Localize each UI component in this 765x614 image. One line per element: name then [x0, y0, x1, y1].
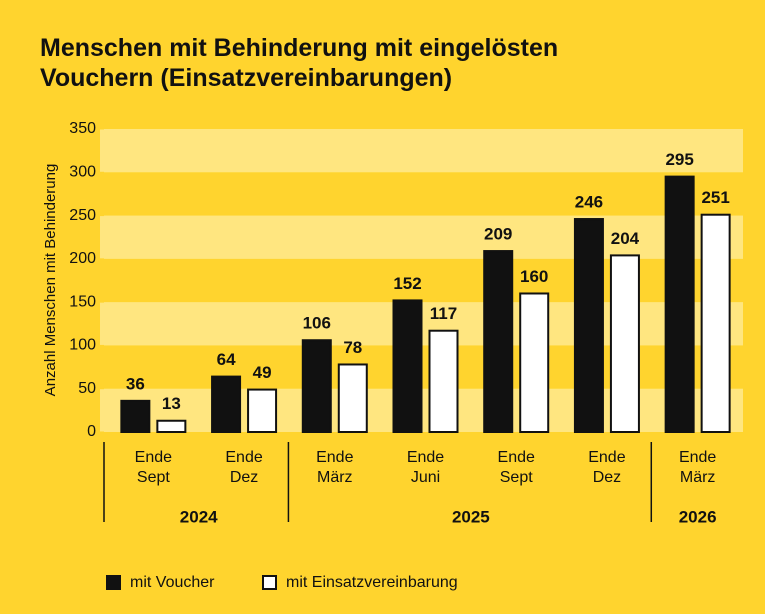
legend-label: mit Voucher	[130, 574, 215, 591]
legend-label: mit Einsatzvereinbarung	[286, 574, 458, 591]
y-tick-label: 100	[69, 337, 96, 354]
y-tick-label: 200	[69, 250, 96, 267]
data-label: 295	[665, 150, 693, 169]
data-label: 106	[303, 314, 331, 333]
x-tick-label: Ende Dez	[588, 449, 625, 486]
data-label: 49	[253, 363, 272, 382]
data-label: 246	[575, 193, 603, 212]
grid-band	[100, 215, 743, 259]
bar	[483, 250, 514, 433]
data-label: 78	[343, 338, 362, 357]
year-label: 2026	[679, 507, 717, 526]
y-tick-label: 250	[69, 207, 96, 224]
bar	[428, 329, 459, 433]
bar	[156, 419, 187, 434]
bar	[700, 213, 731, 433]
data-label: 13	[162, 394, 181, 413]
chart-title: Vouchern (Einsatzvereinbarungen)	[40, 64, 452, 92]
data-label: 152	[393, 274, 421, 293]
bar	[609, 254, 640, 433]
data-label: 36	[126, 374, 145, 393]
data-label: 117	[430, 304, 457, 323]
bar	[392, 299, 423, 434]
chart-title: Menschen mit Behinderung mit eingelösten	[40, 34, 558, 62]
bar	[337, 363, 368, 433]
y-tick-label: 150	[69, 293, 96, 310]
bar	[573, 218, 604, 433]
bar	[301, 339, 332, 433]
year-label: 2024	[180, 507, 218, 526]
data-label: 251	[701, 188, 729, 207]
data-label: 64	[217, 350, 236, 369]
y-tick-label: 50	[78, 380, 96, 397]
x-tick-label: Ende Sept	[498, 449, 535, 486]
bar	[211, 375, 242, 434]
x-tick-label: Ende März	[316, 449, 353, 486]
x-tick-label: Ende Juni	[407, 449, 444, 486]
x-tick-label: Ende Sept	[135, 449, 172, 486]
y-axis-label: Anzahl Menschen mit Behinderung	[42, 164, 59, 397]
data-label: 160	[520, 267, 548, 286]
legend-swatch	[262, 575, 277, 590]
y-tick-label: 350	[69, 120, 96, 137]
bar	[519, 292, 550, 433]
x-tick-label: Ende Dez	[225, 449, 262, 486]
bar	[664, 175, 695, 433]
grid-band	[100, 129, 743, 173]
legend-swatch	[106, 575, 121, 590]
y-tick-label: 0	[87, 423, 96, 440]
data-label: 209	[484, 225, 512, 244]
data-label: 204	[611, 229, 640, 248]
bar	[247, 388, 278, 433]
x-tick-label: Ende März	[679, 449, 716, 486]
bar	[120, 399, 151, 434]
y-tick-label: 300	[69, 164, 96, 181]
year-label: 2025	[452, 507, 490, 526]
